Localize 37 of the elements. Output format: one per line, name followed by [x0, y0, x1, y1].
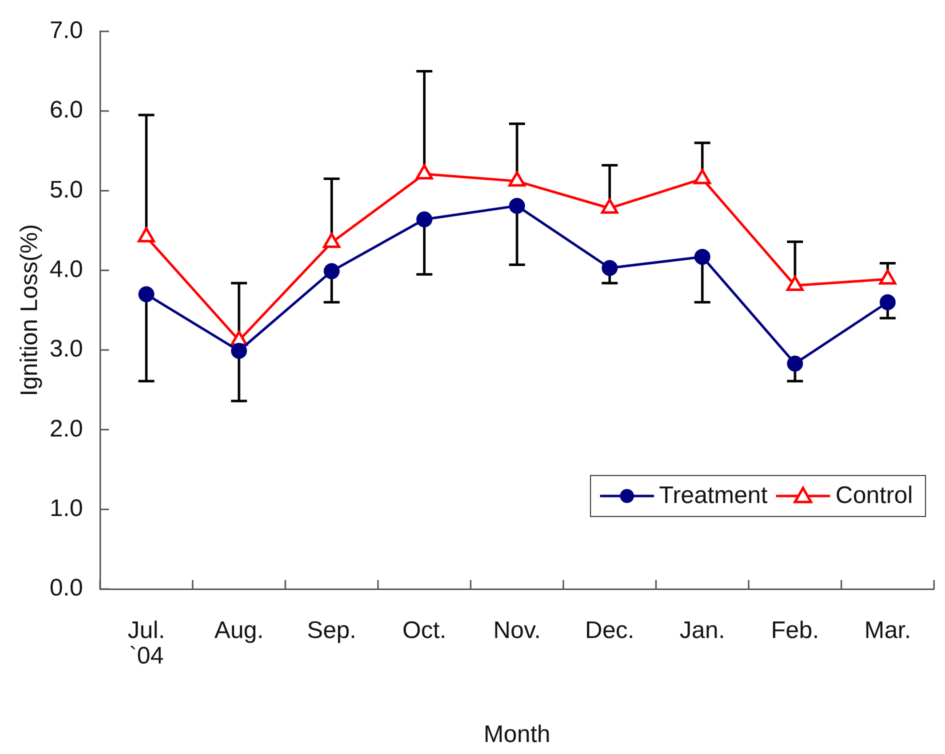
- point: [879, 269, 896, 285]
- point: [416, 211, 432, 228]
- y-tick-label: 0.0: [50, 574, 83, 602]
- legend-label: Control: [835, 482, 913, 510]
- point: [787, 356, 803, 372]
- y-tick-label: 6.0: [50, 96, 83, 124]
- y-tick-label: 4.0: [50, 256, 83, 283]
- y-tick-label: 7.0: [50, 17, 83, 44]
- x-axis-title: Month: [484, 721, 550, 748]
- point: [416, 164, 433, 180]
- x-tick-label: Oct.: [402, 617, 446, 644]
- y-tick-label: 3.0: [50, 336, 83, 363]
- point: [602, 260, 618, 276]
- point: [694, 169, 711, 184]
- point: [694, 248, 710, 265]
- y-tick-label: 2.0: [50, 415, 83, 442]
- x-tick-label: Mar.: [864, 617, 912, 644]
- x-tick-label: Jan.: [680, 617, 726, 644]
- point: [231, 342, 247, 359]
- x-tick-label: Aug.: [214, 617, 264, 644]
- x-tick-label: Sep.: [306, 617, 356, 644]
- x-tick-label: Dec.: [584, 617, 634, 644]
- point: [508, 171, 526, 187]
- point: [138, 227, 155, 242]
- point: [601, 198, 618, 214]
- point: [138, 286, 154, 302]
- point: [786, 276, 804, 292]
- x-tick-label: Jul. `04: [128, 617, 166, 670]
- legend-label: Treatment: [659, 482, 768, 510]
- point: [323, 232, 340, 248]
- y-tick-label: 1.0: [50, 494, 83, 522]
- y-axis-title: Ignition Loss(%): [16, 224, 44, 396]
- x-tick-label: Feb.: [770, 617, 820, 644]
- point: [880, 294, 896, 310]
- point: [324, 263, 340, 280]
- y-tick-label: 5.0: [50, 176, 83, 204]
- x-tick-label: Nov.: [493, 617, 541, 644]
